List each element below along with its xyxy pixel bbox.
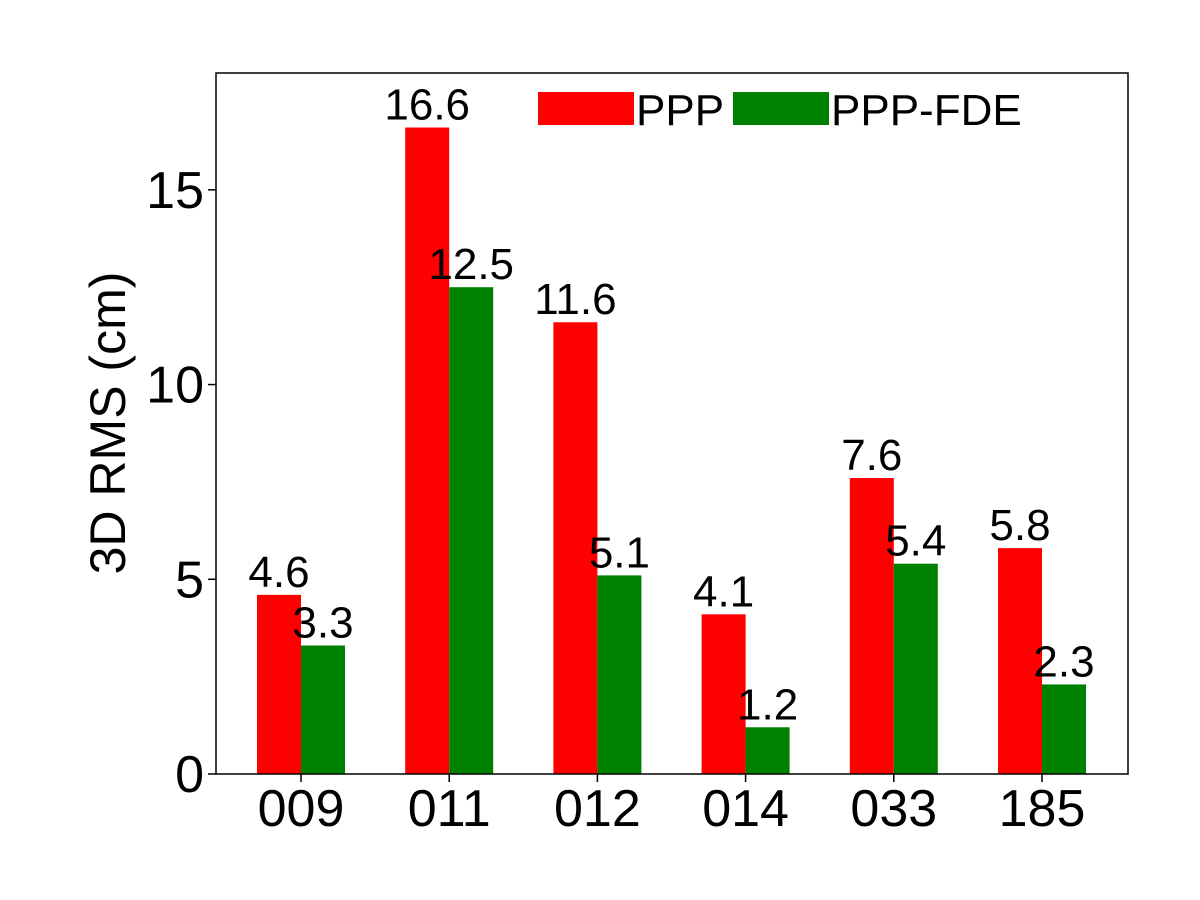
legend: PPP PPP-FDE <box>538 86 1022 135</box>
bar-ppp-011 <box>405 127 450 775</box>
bar-ppp-fde-011 <box>449 287 494 774</box>
y-tick-label: 0 <box>175 746 204 804</box>
data-label: 4.6 <box>248 548 309 597</box>
bar-ppp-012 <box>553 322 598 774</box>
x-tick-label: 012 <box>554 780 641 838</box>
bar-ppp-014 <box>701 614 746 774</box>
bars-group <box>257 127 1086 775</box>
data-label: 5.1 <box>589 528 650 577</box>
legend-label: PPP <box>636 86 724 135</box>
y-tick-label: 10 <box>146 357 204 415</box>
bar-ppp-fde-014 <box>745 727 790 774</box>
data-label: 4.1 <box>693 567 754 616</box>
bar-ppp-009 <box>257 594 301 774</box>
x-tick-label: 033 <box>850 780 937 838</box>
y-tick-label: 15 <box>146 162 204 220</box>
bar-ppp-fde-009 <box>301 645 345 774</box>
legend-swatch <box>733 92 829 125</box>
bar-ppp-fde-033 <box>893 563 938 774</box>
data-label: 5.4 <box>885 517 946 566</box>
x-axis-ticks: 009 011 012 014 033 185 <box>258 774 1086 838</box>
bar-ppp-fde-185 <box>1042 684 1086 774</box>
x-tick-label: 185 <box>999 780 1086 838</box>
data-label: 3.3 <box>292 598 353 647</box>
x-tick-label: 014 <box>702 780 789 838</box>
bar-ppp-185 <box>998 548 1042 774</box>
bar-ppp-033 <box>849 478 894 774</box>
bar-ppp-fde-012 <box>597 575 642 774</box>
x-tick-label: 011 <box>408 780 491 838</box>
y-axis-label: 3D RMS (cm) <box>80 272 136 575</box>
y-tick-label: 5 <box>175 551 204 609</box>
x-tick-label: 009 <box>258 780 345 838</box>
y-axis-ticks: 0 5 10 15 <box>146 162 216 804</box>
data-label: 5.8 <box>989 501 1050 550</box>
legend-label: PPP-FDE <box>831 86 1022 135</box>
data-label: 11.6 <box>534 275 616 324</box>
data-label: 1.2 <box>737 680 798 729</box>
plot-frame <box>215 72 1129 775</box>
data-label: 16.6 <box>384 81 470 130</box>
data-labels-group: 4.63.3 16.6 12.5 11.6 5.1 4.1 1.2 7.6 5.4 5.8 2.3 <box>248 81 1094 730</box>
data-label: 2.3 <box>1033 637 1094 686</box>
legend-swatch <box>538 92 634 125</box>
data-label: 7.6 <box>841 431 902 480</box>
data-label: 12.5 <box>428 240 514 289</box>
